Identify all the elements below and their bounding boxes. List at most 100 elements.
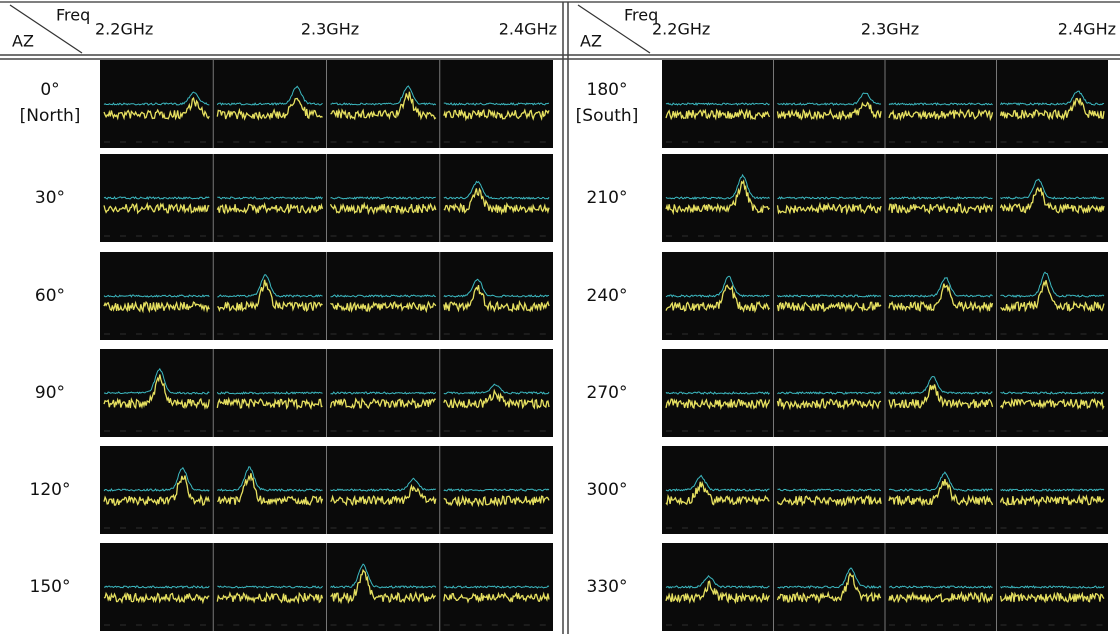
spectrum-trace <box>103 591 210 605</box>
spectrum-max-trace <box>665 102 770 106</box>
spectrum-trace <box>665 179 770 216</box>
azimuth-label: 30° <box>35 188 65 208</box>
spectrum-strip <box>100 349 553 437</box>
spectrum-trace <box>888 202 994 215</box>
azimuth-label: 150° <box>30 577 71 597</box>
spectrum-max-trace <box>217 585 323 589</box>
spectrum-max-trace <box>216 391 323 395</box>
spectrum-max-trace <box>777 92 882 106</box>
spectrum-max-trace <box>104 585 210 589</box>
spectrum-trace <box>888 283 994 314</box>
spectrum-max-trace <box>777 294 882 298</box>
spectrum-trace <box>999 493 1105 508</box>
spectrum-max-trace <box>665 474 770 492</box>
spectrum-trace <box>443 494 550 508</box>
spectrum-max-trace <box>1000 488 1105 492</box>
spectrum-max-trace <box>665 391 770 395</box>
spectrum-trace <box>776 101 882 121</box>
spectrum-max-trace <box>888 277 993 298</box>
spectrum-trace <box>999 397 1105 410</box>
azimuth-label: 270° <box>587 383 628 403</box>
spectrum-trace <box>999 186 1105 215</box>
spectrum-strip <box>100 60 553 148</box>
spectrum-trace <box>443 284 550 313</box>
spectrum-trace <box>217 279 323 313</box>
spectrum-max-trace <box>443 180 550 200</box>
spectrum-max-trace <box>217 466 323 492</box>
direction-label: [South] <box>576 106 639 126</box>
spectrum-max-trace <box>777 391 882 395</box>
spectrum-max-trace <box>665 574 770 589</box>
spectrum-max-trace <box>777 196 882 200</box>
azimuth-label: 210° <box>587 188 628 208</box>
spectrum-max-trace <box>330 196 436 200</box>
spectrum-trace <box>216 201 324 215</box>
spectrum-trace <box>443 187 550 216</box>
freq-corner-label: Freq <box>56 6 90 25</box>
freq-corner-label: Freq <box>624 6 658 25</box>
azimuth-label: 300° <box>587 480 628 500</box>
frequency-label: 2.2GHz <box>95 20 153 39</box>
spectrum-max-trace <box>103 91 210 106</box>
azimuth-label: 120° <box>30 480 71 500</box>
spectrum-strip <box>662 349 1108 437</box>
azimuth-label: 180° <box>587 80 628 100</box>
spectrum-trace <box>776 398 882 411</box>
spectrum-max-trace <box>888 585 993 589</box>
spectrum-max-trace <box>330 391 437 395</box>
spectrum-strip <box>662 60 1108 148</box>
spectrum-strip <box>100 446 553 534</box>
spectrum-trace <box>330 568 437 605</box>
spectrum-trace <box>665 580 771 605</box>
spectrum-trace <box>329 397 436 410</box>
spectrum-max-trace <box>1000 90 1105 106</box>
spectrum-max-trace <box>330 85 437 106</box>
spectrum-max-trace <box>330 477 437 492</box>
spectrum-max-trace <box>330 294 436 298</box>
spectrum-trace <box>1000 280 1105 313</box>
spectrum-trace <box>888 590 994 604</box>
spectrum-trace <box>330 91 437 121</box>
spectrum-strip <box>662 446 1108 534</box>
spectrum-max-trace <box>103 294 210 298</box>
spectrum-trace <box>443 591 550 604</box>
azimuth-label: 60° <box>35 286 65 306</box>
spectrum-max-trace <box>888 102 993 107</box>
spectrum-max-trace <box>103 466 210 492</box>
spectrum-max-trace <box>443 585 550 589</box>
spectrum-trace <box>443 108 550 122</box>
spectrum-max-trace <box>665 275 770 298</box>
frequency-label: 2.2GHz <box>652 20 710 39</box>
spectrum-trace <box>443 388 550 410</box>
direction-label: [North] <box>20 106 81 126</box>
spectrum-trace <box>999 97 1105 121</box>
spectrum-max-trace <box>889 195 993 200</box>
corner-diagonal <box>577 4 651 54</box>
spectrum-strip <box>662 543 1108 631</box>
spectrum-max-trace <box>103 367 210 395</box>
spectrum-trace <box>665 480 770 506</box>
spectrum-max-trace <box>665 173 770 200</box>
spectrum-trace <box>103 374 210 410</box>
spectrum-trace <box>888 478 994 507</box>
frequency-label: 2.3GHz <box>301 20 359 39</box>
spectrum-trace <box>999 591 1105 604</box>
az-corner-label: AZ <box>580 32 602 51</box>
spectrum-max-trace <box>217 274 323 298</box>
spectrum-strip <box>100 252 553 340</box>
spectrum-trace <box>103 475 210 507</box>
spectrum-strip <box>100 154 553 242</box>
frequency-label: 2.4GHz <box>499 20 557 39</box>
frequency-label: 2.4GHz <box>1058 20 1116 39</box>
spectrum-max-trace <box>103 196 210 201</box>
spectrum-max-trace <box>888 375 993 395</box>
spectrum-max-trace <box>217 196 323 200</box>
spectrum-trace <box>888 384 994 410</box>
spectrum-max-trace <box>1000 178 1105 200</box>
spectrum-max-trace <box>777 567 882 590</box>
azimuth-label: 240° <box>587 286 628 306</box>
spectrum-trace <box>665 108 771 121</box>
spectrum-trace <box>330 300 437 314</box>
spectrum-max-trace <box>443 383 550 395</box>
